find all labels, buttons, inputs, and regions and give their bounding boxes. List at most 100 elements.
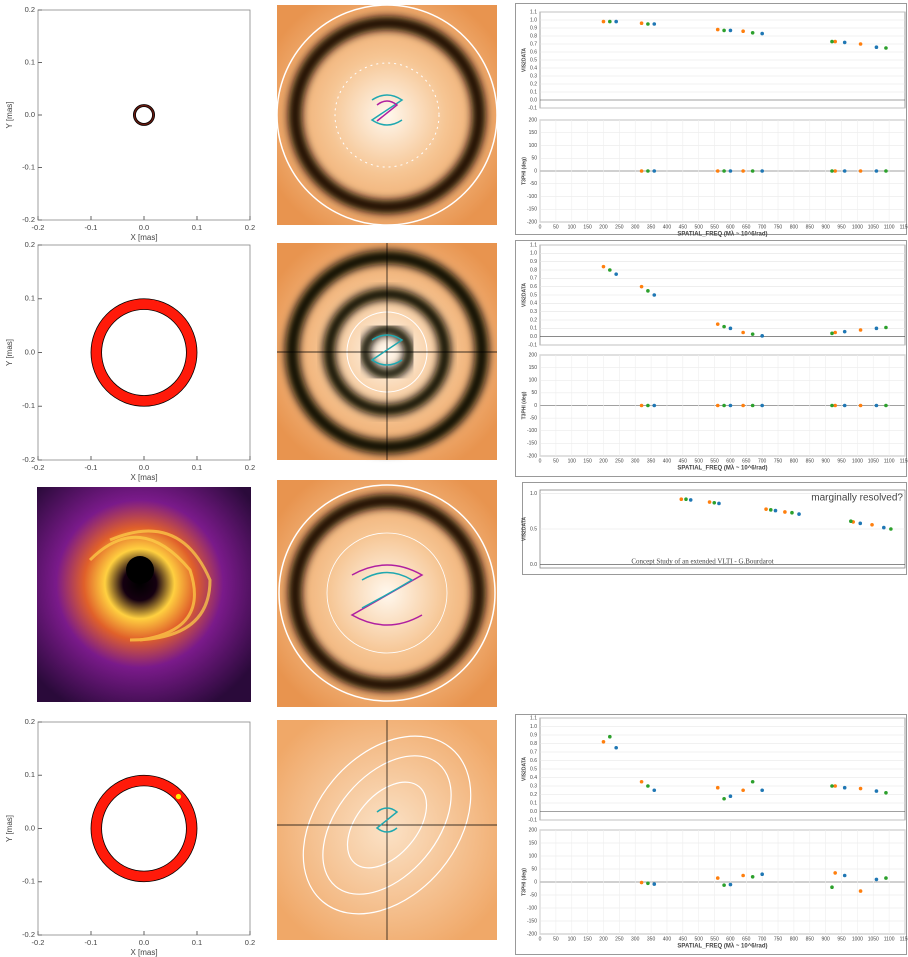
black-hole-image [37, 487, 251, 702]
data-point [689, 498, 693, 502]
y-tick-label: 0.5 [530, 526, 537, 532]
x-tick-label: 50 [553, 224, 559, 230]
data-point [640, 169, 644, 173]
data-point [722, 325, 726, 329]
x-tick-label: 700 [758, 458, 767, 464]
x-tick-label: 450 [679, 936, 688, 942]
data-point [722, 404, 726, 408]
y-axis-label: VIS2DATA [521, 757, 527, 781]
plot-frame [38, 245, 250, 460]
data-point [797, 512, 801, 516]
x-tick-label: 1150 [900, 936, 908, 942]
x-tick-label: 300 [631, 458, 640, 464]
y-tick-label: 200 [529, 827, 538, 833]
x-tick-label: -0.2 [32, 463, 45, 472]
data-point [830, 169, 834, 173]
x-tick-label: 750 [774, 458, 783, 464]
data-point [760, 169, 764, 173]
y-tick-label: -150 [527, 441, 537, 447]
data-point [858, 522, 862, 526]
x-tick-label: 400 [663, 224, 672, 230]
data-point [646, 404, 650, 408]
data-point [652, 169, 656, 173]
data-point [729, 883, 733, 887]
y-tick-label: 0.1 [25, 770, 35, 779]
x-tick-label: -0.2 [32, 938, 45, 947]
y-tick-label: 150 [529, 840, 538, 846]
y-tick-label: 0.0 [530, 562, 537, 568]
x-tick-label: 0.0 [139, 223, 149, 232]
data-point [882, 526, 886, 530]
x-tick-label: 0.1 [192, 938, 202, 947]
y-tick-label: -200 [527, 453, 537, 459]
x-tick-label: -0.2 [32, 223, 45, 232]
x-tick-label: 0.1 [192, 463, 202, 472]
x-tick-label: 0 [539, 936, 542, 942]
y-tick-label: 0.0 [25, 110, 35, 119]
y-tick-label: -100 [527, 905, 537, 911]
data-point [859, 787, 863, 791]
y-tick-label: 0.3 [530, 783, 537, 789]
y-axis-label: VIS2DATA [521, 283, 527, 307]
y-tick-label: 50 [531, 866, 537, 872]
data-point [884, 791, 888, 795]
annotation: marginally resolved? [811, 493, 903, 504]
uv-image [277, 5, 497, 225]
y-tick-label: -0.1 [528, 817, 537, 823]
y-tick-label: 200 [529, 352, 538, 358]
y-tick-label: 50 [531, 156, 537, 162]
data-point [614, 272, 618, 276]
data-point [760, 334, 764, 338]
data-point [652, 788, 656, 792]
ring [91, 775, 197, 882]
data-point [760, 788, 764, 792]
y-axis-label: T3PHI (deg) [521, 868, 527, 896]
data-point [833, 40, 837, 44]
data-point [884, 404, 888, 408]
x-tick-label: 0.0 [139, 938, 149, 947]
data-point [830, 885, 834, 889]
data-point [722, 29, 726, 33]
data-point [843, 786, 847, 790]
y-tick-label: 0.8 [530, 33, 537, 39]
x-tick-label: 250 [615, 458, 624, 464]
x-tick-label: 950 [837, 458, 846, 464]
data-point [640, 780, 644, 784]
x-tick-label: 100 [568, 458, 577, 464]
data-point [884, 169, 888, 173]
x-tick-label: 100 [568, 224, 577, 230]
data-point [859, 42, 863, 46]
y-tick-label: 0.4 [530, 65, 537, 71]
y-tick-label: 100 [529, 853, 538, 859]
y-axis-label: Y [mas] [5, 339, 14, 366]
data-point [646, 22, 650, 26]
x-tick-label: -0.1 [85, 223, 98, 232]
x-tick-label: 0.1 [192, 223, 202, 232]
data-point [614, 20, 618, 24]
data-point [716, 28, 720, 32]
y-tick-label: 0.5 [530, 766, 537, 772]
x-tick-label: 450 [679, 224, 688, 230]
data-point [769, 508, 773, 512]
data-point [760, 872, 764, 876]
data-point [859, 169, 863, 173]
y-tick-label: -100 [527, 194, 537, 200]
y-tick-label: 1.1 [530, 242, 537, 248]
data-point [646, 169, 650, 173]
y-tick-label: 50 [531, 390, 537, 396]
data-point [783, 510, 787, 514]
y-tick-label: -150 [527, 207, 537, 213]
data-point [751, 31, 755, 35]
y-tick-label: 0.2 [25, 5, 35, 14]
x-tick-label: 0.2 [245, 938, 255, 947]
data-point [833, 404, 837, 408]
x-tick-label: 200 [599, 224, 608, 230]
x-tick-label: 850 [806, 936, 815, 942]
y-tick-label: 0.7 [530, 749, 537, 755]
data-point [760, 404, 764, 408]
x-tick-label: 900 [821, 458, 830, 464]
y-tick-label: 0.8 [530, 267, 537, 273]
data-point [652, 404, 656, 408]
data-point [741, 874, 745, 878]
x-tick-label: 500 [695, 224, 704, 230]
